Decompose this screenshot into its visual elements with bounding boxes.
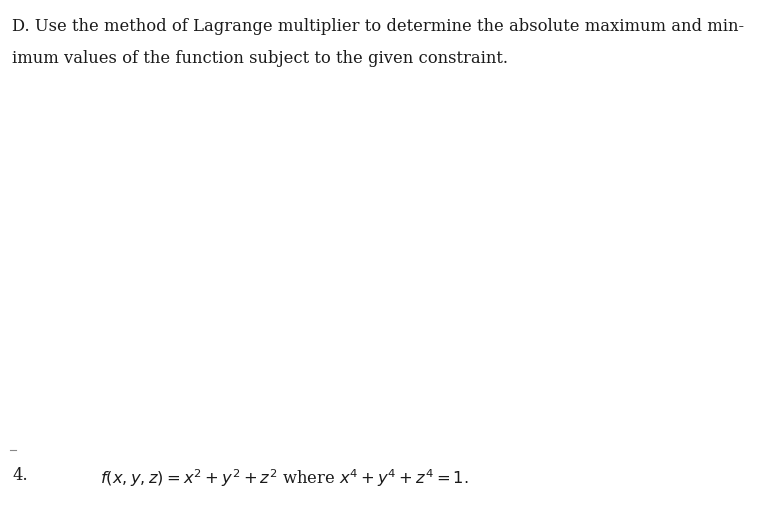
Text: D. Use the method of Lagrange multiplier to determine the absolute maximum and m: D. Use the method of Lagrange multiplier… (12, 18, 744, 35)
Text: 4.: 4. (12, 467, 27, 484)
Text: imum values of the function subject to the given constraint.: imum values of the function subject to t… (12, 50, 508, 67)
Text: $f(x, y, z) = x^2 + y^2 + z^2$ where $x^4 + y^4 + z^4 = 1.$: $f(x, y, z) = x^2 + y^2 + z^2$ where $x^… (100, 467, 469, 489)
